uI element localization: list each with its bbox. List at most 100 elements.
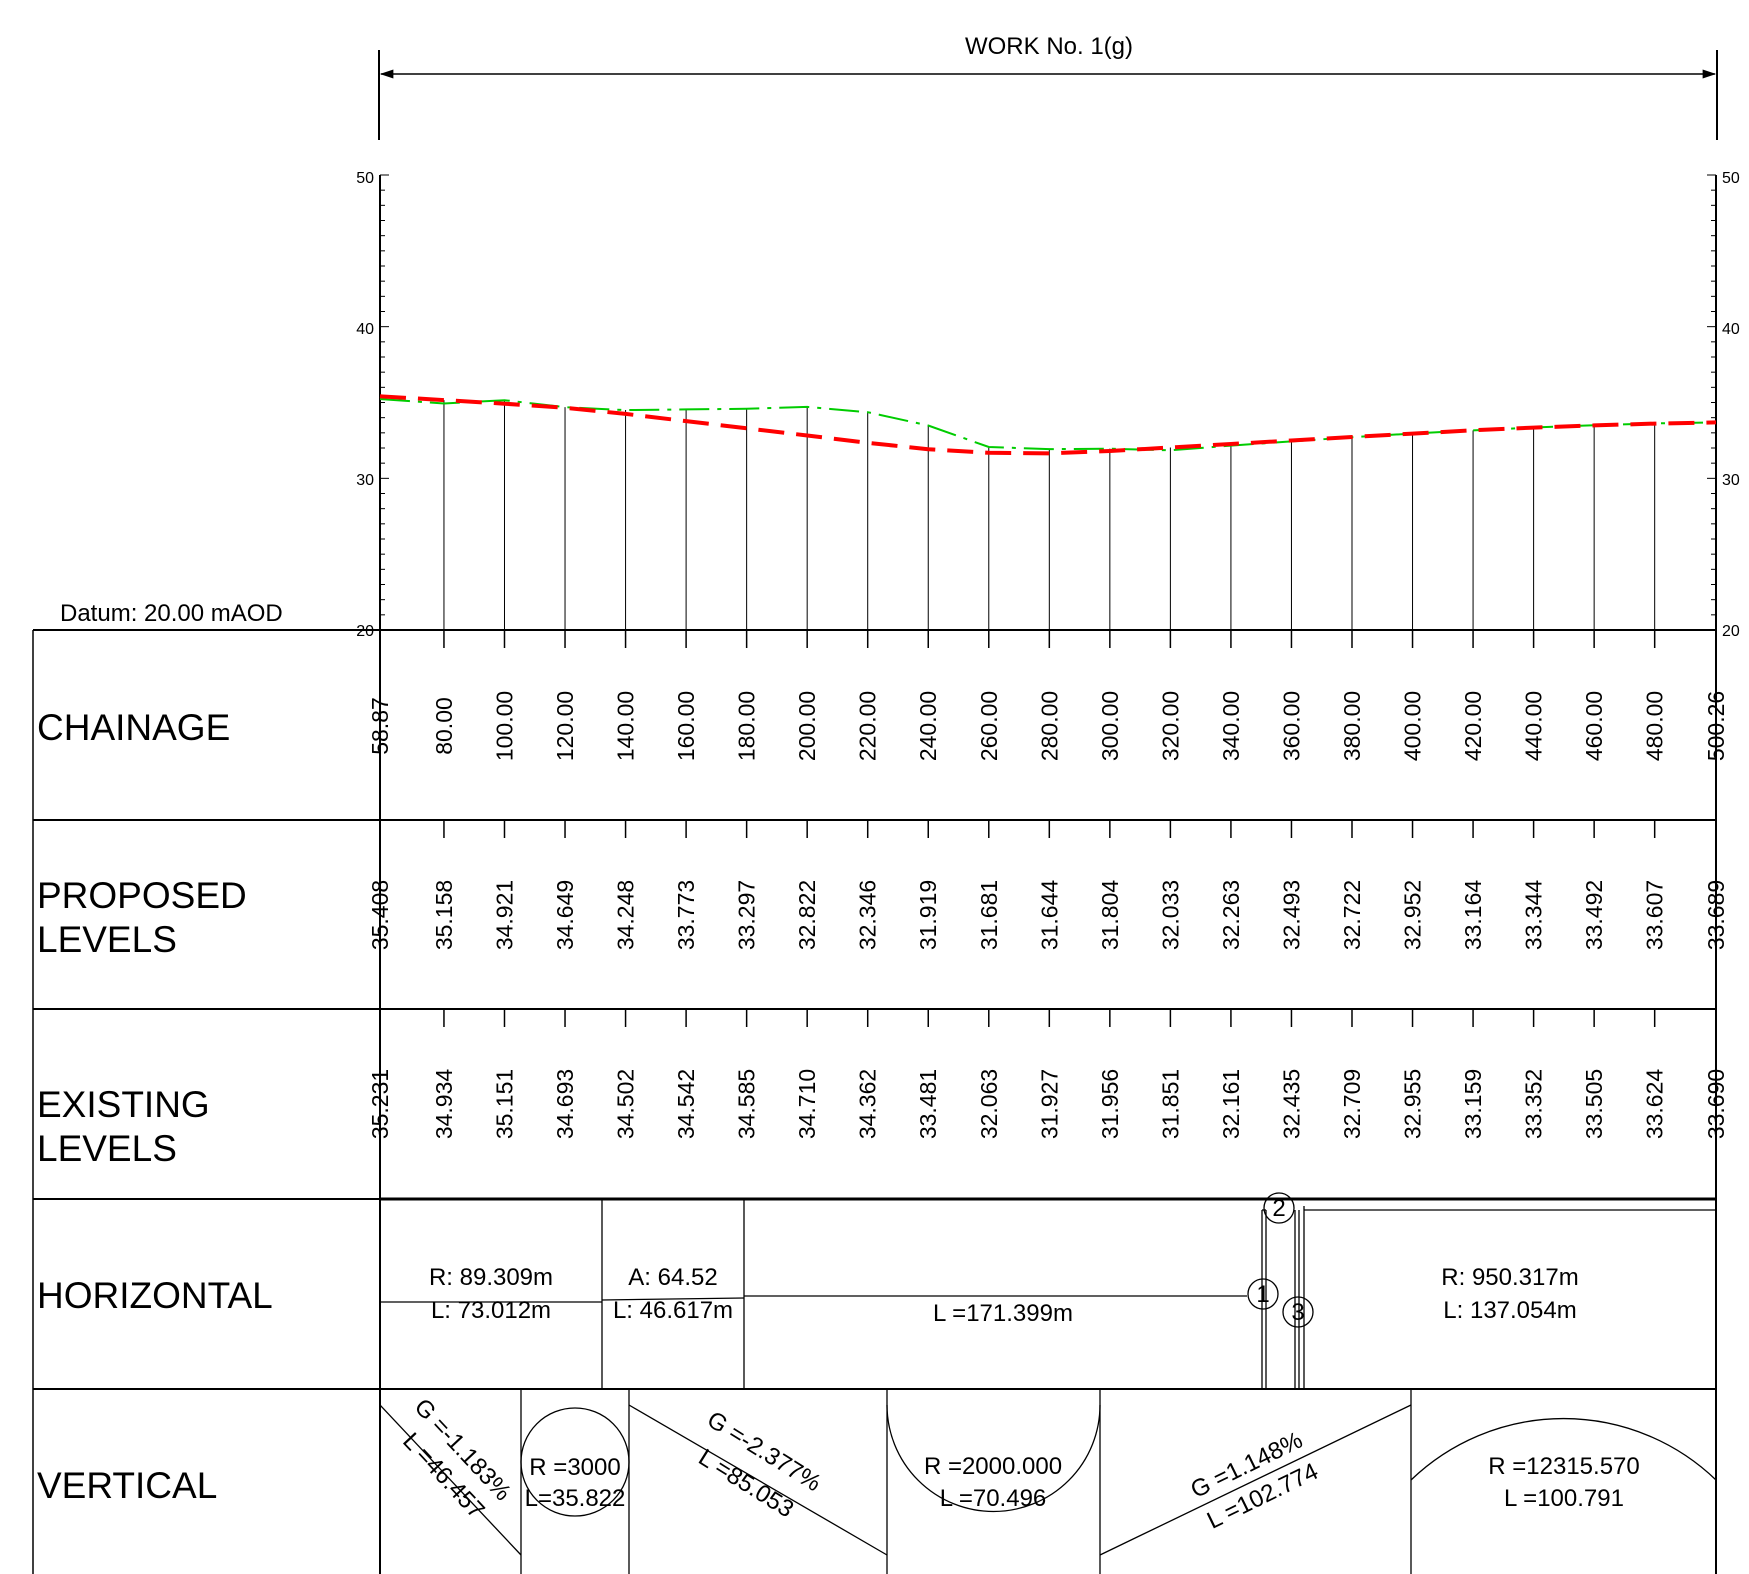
work-extent: WORK No. 1(g) — [378, 33, 1718, 140]
proposed-level-value: 32.822 — [794, 880, 820, 950]
existing-level-value: 32.955 — [1400, 1069, 1426, 1139]
proposed-level-value: 33.689 — [1703, 880, 1729, 950]
work-title: WORK No. 1(g) — [965, 33, 1133, 60]
existing-level-value: 32.161 — [1218, 1069, 1244, 1139]
existing-level-value: 33.352 — [1521, 1069, 1547, 1139]
proposed-level-value: 33.297 — [734, 880, 760, 950]
chainage-value: 340.00 — [1218, 691, 1244, 761]
proposed-level-value: 32.493 — [1279, 880, 1305, 950]
row-label-existing-levels: LEVELS — [37, 1128, 177, 1169]
axis-left-tick-30: 30 — [356, 472, 374, 489]
existing-level-value: 33.481 — [915, 1069, 941, 1139]
existing-level-value: 35.231 — [367, 1069, 393, 1139]
existing-level-value: 32.435 — [1279, 1069, 1305, 1139]
straight-length: L =171.399m — [933, 1300, 1073, 1327]
existing-level-value: 34.693 — [552, 1069, 578, 1139]
proposed-level-value: 31.919 — [915, 880, 941, 950]
horizontal-marker-1: 1 — [1256, 1281, 1269, 1308]
chainage-value: 460.00 — [1581, 691, 1607, 761]
proposed-level-value: 33.164 — [1460, 880, 1486, 951]
row-label-proposed-levels: LEVELS — [37, 919, 177, 960]
chainage-value: 480.00 — [1642, 691, 1668, 761]
horizontal-marker-3: 3 — [1291, 1299, 1304, 1326]
existing-level-value: 33.159 — [1460, 1069, 1486, 1139]
proposed-level-value: 32.346 — [855, 880, 881, 950]
proposed-level-value: 34.921 — [492, 880, 518, 950]
chainage-value: 120.00 — [552, 691, 578, 761]
curve2-length: L: 137.054m — [1443, 1297, 1576, 1324]
chainage-value: 300.00 — [1097, 691, 1123, 761]
proposed-level-value: 33.344 — [1521, 880, 1547, 951]
chainage-value: 58.87 — [367, 697, 393, 755]
chainage-value: 260.00 — [976, 691, 1002, 761]
existing-level-value: 31.956 — [1097, 1069, 1123, 1139]
existing-level-value: 34.710 — [794, 1069, 820, 1139]
proposed-level-value: 32.722 — [1339, 880, 1365, 950]
proposed-level-value: 35.158 — [431, 880, 457, 950]
data-table-grid — [32, 629, 1716, 1574]
chainage-value: 240.00 — [915, 691, 941, 761]
row-label-chainage: CHAINAGE — [37, 707, 230, 748]
proposed-level-value: 32.263 — [1218, 880, 1244, 950]
vcurve-1-radius: R =3000 — [529, 1454, 620, 1481]
axis-right-tick-30: 30 — [1722, 472, 1740, 489]
existing-level-value: 34.542 — [673, 1069, 699, 1139]
level-axes: 50 40 30 20 50 40 30 20 — [356, 170, 1740, 1574]
proposed-level-value: 33.607 — [1642, 880, 1668, 950]
spiral-length: L: 46.617m — [613, 1297, 733, 1324]
proposed-level-value: 31.644 — [1036, 880, 1062, 951]
existing-level-value: 33.505 — [1581, 1069, 1607, 1139]
vcurve-3-length: L =100.791 — [1504, 1485, 1624, 1512]
value-labels: 58.87 35.408 35.231 80.00 35.158 34.934 100.00… — [367, 691, 1729, 1139]
axis-right-tick-50: 50 — [1722, 170, 1740, 187]
existing-level-value: 32.063 — [976, 1069, 1002, 1139]
chainage-value: 80.00 — [431, 697, 457, 755]
proposed-level-value: 34.248 — [613, 880, 639, 950]
proposed-level-line — [379, 394, 1717, 456]
chainage-value: 360.00 — [1279, 691, 1305, 761]
chainage-value: 320.00 — [1157, 691, 1183, 761]
existing-level-value: 34.934 — [431, 1069, 457, 1140]
row-label-vertical: VERTICAL — [37, 1465, 217, 1506]
existing-level-value: 31.851 — [1157, 1069, 1183, 1139]
axis-left-tick-20: 20 — [356, 623, 374, 640]
curve1-length: L: 73.012m — [431, 1297, 551, 1324]
axis-left-tick-50: 50 — [356, 170, 374, 187]
chainage-value: 140.00 — [613, 691, 639, 761]
proposed-level-value: 33.492 — [1581, 880, 1607, 950]
curve1-radius: R: 89.309m — [429, 1264, 553, 1291]
existing-level-value: 32.709 — [1339, 1069, 1365, 1139]
proposed-level-value: 33.773 — [673, 880, 699, 950]
proposed-level-value: 31.681 — [976, 880, 1002, 950]
chainage-value: 280.00 — [1036, 691, 1062, 761]
vcurve-3-radius: R =12315.570 — [1488, 1453, 1639, 1480]
profile-lines — [379, 394, 1717, 456]
proposed-level-value: 32.952 — [1400, 880, 1426, 950]
existing-ground-line — [379, 398, 1717, 452]
vertical-alignment — [379, 1389, 1717, 1574]
axis-right-tick-20: 20 — [1722, 623, 1740, 640]
existing-level-value: 31.927 — [1036, 1069, 1062, 1139]
chainage-value: 100.00 — [492, 691, 518, 761]
chainage-value: 380.00 — [1339, 691, 1365, 761]
vcurve-1-length: L=35.822 — [525, 1485, 626, 1512]
existing-level-value: 34.502 — [613, 1069, 639, 1139]
existing-level-value: 33.690 — [1703, 1069, 1729, 1139]
chainage-value: 400.00 — [1400, 691, 1426, 761]
proposed-level-value: 34.649 — [552, 880, 578, 950]
chainage-value: 440.00 — [1521, 691, 1547, 761]
proposed-level-value: 31.804 — [1097, 880, 1123, 951]
horizontal-marker-2: 2 — [1272, 1195, 1285, 1222]
chainage-value: 160.00 — [673, 691, 699, 761]
spiral-parameter: A: 64.52 — [628, 1264, 717, 1291]
datum-label: Datum: 20.00 mAOD — [60, 600, 283, 627]
row-label-proposed: PROPOSED — [37, 875, 247, 916]
axis-right-tick-40: 40 — [1722, 321, 1740, 338]
curve2-radius: R: 950.317m — [1441, 1264, 1578, 1291]
axis-left-tick-40: 40 — [356, 321, 374, 338]
chainage-value: 180.00 — [734, 691, 760, 761]
vcurve-2-radius: R =2000.000 — [924, 1453, 1062, 1480]
chainage-value: 420.00 — [1460, 691, 1486, 761]
existing-level-value: 34.362 — [855, 1069, 881, 1139]
